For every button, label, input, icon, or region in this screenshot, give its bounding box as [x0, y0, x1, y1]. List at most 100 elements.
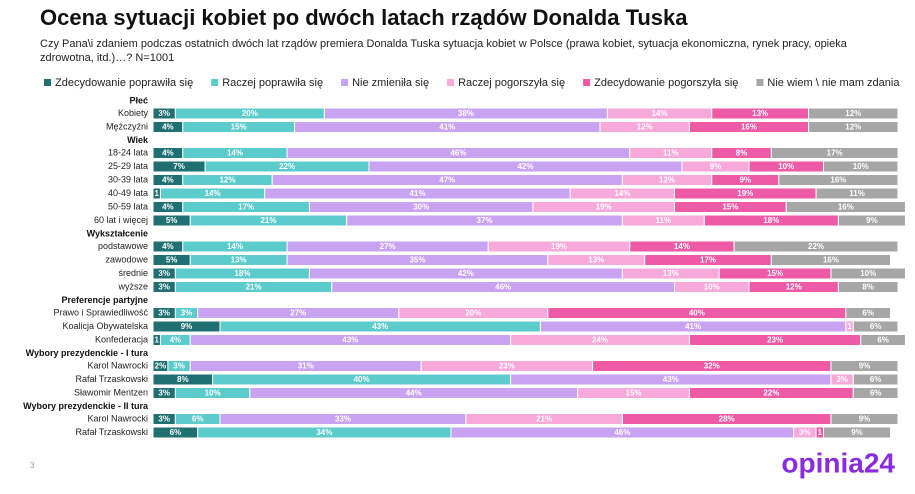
bar-segment — [785, 201, 906, 213]
value-label: 12% — [845, 123, 861, 132]
value-label: 17% — [238, 203, 254, 212]
legend-swatch — [341, 79, 349, 86]
value-label: 43% — [663, 375, 679, 384]
value-label: 21% — [246, 283, 262, 292]
value-label: 13% — [752, 109, 768, 118]
value-label: 3% — [158, 415, 170, 424]
value-label: 5% — [166, 216, 178, 225]
group-label: Płeć — [129, 95, 148, 105]
category-label: Karol Nawrocki — [87, 413, 148, 423]
value-label: 6% — [870, 389, 882, 398]
value-label: 13% — [588, 256, 604, 265]
value-label: 14% — [674, 242, 690, 251]
value-label: 17% — [700, 256, 716, 265]
value-label: 6% — [170, 428, 182, 437]
value-label: 38% — [458, 109, 474, 118]
value-label: 43% — [372, 322, 388, 331]
value-label: 10% — [778, 162, 794, 171]
bar-segment — [815, 187, 899, 200]
value-label: 16% — [830, 176, 846, 185]
category-label: Rafał Trzaskowski — [75, 374, 148, 384]
category-label: 30-39 lata — [108, 174, 148, 184]
value-label: 16% — [741, 123, 757, 132]
value-label: 15% — [231, 123, 247, 132]
value-label: 46% — [614, 428, 630, 437]
category-label: Konfederacja — [95, 334, 148, 344]
group-label: Wybory prezydenckie - II tura — [23, 401, 149, 411]
value-label: 4% — [162, 149, 174, 158]
value-label: 14% — [205, 189, 221, 198]
value-label: 4% — [162, 123, 174, 132]
value-label: 11% — [656, 216, 672, 225]
value-label: 3% — [181, 309, 193, 318]
value-label: 11% — [849, 189, 865, 198]
category-label: Mężczyźni — [106, 121, 148, 131]
value-label: 22% — [808, 242, 824, 251]
bar-segment — [852, 320, 899, 333]
category-label: Koalicja Obywatelska — [62, 321, 148, 331]
bar-segment — [733, 240, 899, 253]
bar-segment — [823, 160, 899, 173]
category-label: 25-29 lata — [108, 161, 148, 171]
bar-segment — [852, 387, 899, 399]
value-label: 28% — [719, 415, 735, 424]
value-label: 18% — [763, 216, 779, 225]
value-label: 42% — [517, 162, 533, 171]
value-label: 47% — [439, 176, 455, 185]
value-label: 15% — [722, 203, 738, 212]
value-label: 1 — [154, 336, 159, 345]
value-label: 14% — [227, 149, 243, 158]
value-label: 12% — [845, 109, 861, 118]
value-label: 17% — [827, 149, 843, 158]
bar-segment — [770, 147, 899, 159]
category-label: 60 lat i więcej — [94, 215, 148, 225]
logo: opinia24 — [781, 447, 895, 478]
bar-segment — [830, 360, 899, 372]
category-label: 50-59 lata — [108, 201, 148, 211]
value-label: 14% — [227, 242, 243, 251]
bar-segment — [808, 107, 899, 120]
value-label: 9% — [866, 216, 878, 225]
value-label: 40% — [689, 309, 705, 318]
value-label: 41% — [409, 189, 425, 198]
value-label: 19% — [596, 203, 612, 212]
legend-swatch — [583, 79, 591, 86]
value-label: 34% — [316, 428, 332, 437]
category-label: zawodowe — [105, 254, 148, 264]
value-label: 12% — [219, 176, 235, 185]
value-label: 3% — [836, 375, 848, 384]
value-label: 41% — [439, 123, 455, 132]
value-label: 10% — [853, 162, 869, 171]
value-label: 14% — [614, 189, 630, 198]
group-label: Wykształcenie — [87, 228, 148, 238]
bar-segment — [823, 426, 892, 439]
legend-swatch — [447, 79, 455, 86]
value-label: 6% — [877, 336, 889, 345]
group-label: Wiek — [127, 135, 149, 145]
value-label: 15% — [767, 269, 783, 278]
category-label: podstawowe — [98, 241, 148, 251]
value-label: 3% — [158, 389, 170, 398]
bar-segment — [830, 413, 899, 425]
legend-label: Raczej pogorszyła się — [458, 77, 565, 89]
category-label: Prawo i Sprawiedliwość — [53, 307, 148, 317]
value-label: 1 — [154, 189, 159, 198]
value-label: 3% — [173, 362, 185, 371]
value-label: 22% — [279, 162, 295, 171]
value-label: 13% — [663, 269, 679, 278]
value-label: 12% — [786, 283, 802, 292]
value-label: 8% — [736, 149, 748, 158]
value-label: 21% — [536, 415, 552, 424]
value-label: 6% — [862, 309, 874, 318]
bar-segment — [845, 307, 892, 319]
legend-label: Raczej poprawiła się — [222, 77, 323, 89]
value-label: 44% — [406, 389, 422, 398]
group-label: Wybory prezydenckie - I tura — [26, 348, 149, 358]
value-label: 5% — [166, 256, 178, 265]
value-label: 10% — [205, 389, 221, 398]
value-label: 3% — [158, 109, 170, 118]
value-label: 22% — [763, 389, 779, 398]
bar-segment — [837, 214, 906, 227]
